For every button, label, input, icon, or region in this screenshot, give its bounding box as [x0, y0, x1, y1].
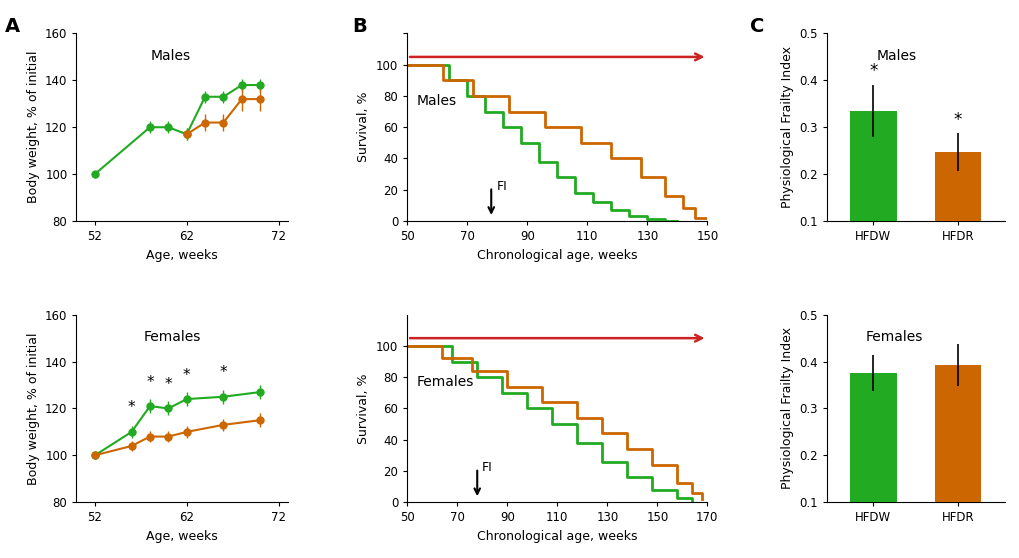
Text: Females: Females	[865, 330, 922, 344]
Y-axis label: Physiological Frailty Index: Physiological Frailty Index	[780, 328, 793, 489]
Bar	[933, 152, 980, 268]
Text: *: *	[219, 365, 227, 381]
Text: B: B	[352, 17, 366, 36]
Bar	[849, 111, 896, 268]
Y-axis label: Body weight, % of initial: Body weight, % of initial	[26, 332, 40, 485]
Text: FI: FI	[496, 180, 507, 193]
Bar	[849, 373, 896, 549]
Text: *: *	[868, 62, 876, 80]
Text: A: A	[5, 17, 20, 36]
Text: Males: Males	[150, 49, 191, 62]
Text: *: *	[953, 110, 961, 129]
Text: Females: Females	[416, 375, 473, 389]
Text: Males: Males	[416, 94, 455, 108]
Text: *: *	[146, 375, 154, 389]
Text: Males: Males	[875, 49, 916, 62]
X-axis label: Chronological age, weeks: Chronological age, weeks	[477, 530, 637, 543]
Y-axis label: Survival, %: Survival, %	[357, 373, 370, 444]
Text: C: C	[749, 17, 763, 36]
X-axis label: Age, weeks: Age, weeks	[146, 248, 218, 262]
Text: *: *	[127, 401, 136, 416]
X-axis label: Chronological age, weeks: Chronological age, weeks	[477, 248, 637, 262]
X-axis label: Age, weeks: Age, weeks	[146, 530, 218, 543]
Bar	[933, 365, 980, 549]
Y-axis label: Body weight, % of initial: Body weight, % of initial	[26, 51, 40, 204]
Y-axis label: Survival, %: Survival, %	[357, 92, 370, 162]
Text: *: *	[182, 368, 191, 383]
Y-axis label: Physiological Frailty Index: Physiological Frailty Index	[780, 46, 793, 208]
Text: FI: FI	[482, 461, 492, 474]
Text: *: *	[164, 377, 172, 392]
Text: Females: Females	[144, 330, 202, 344]
